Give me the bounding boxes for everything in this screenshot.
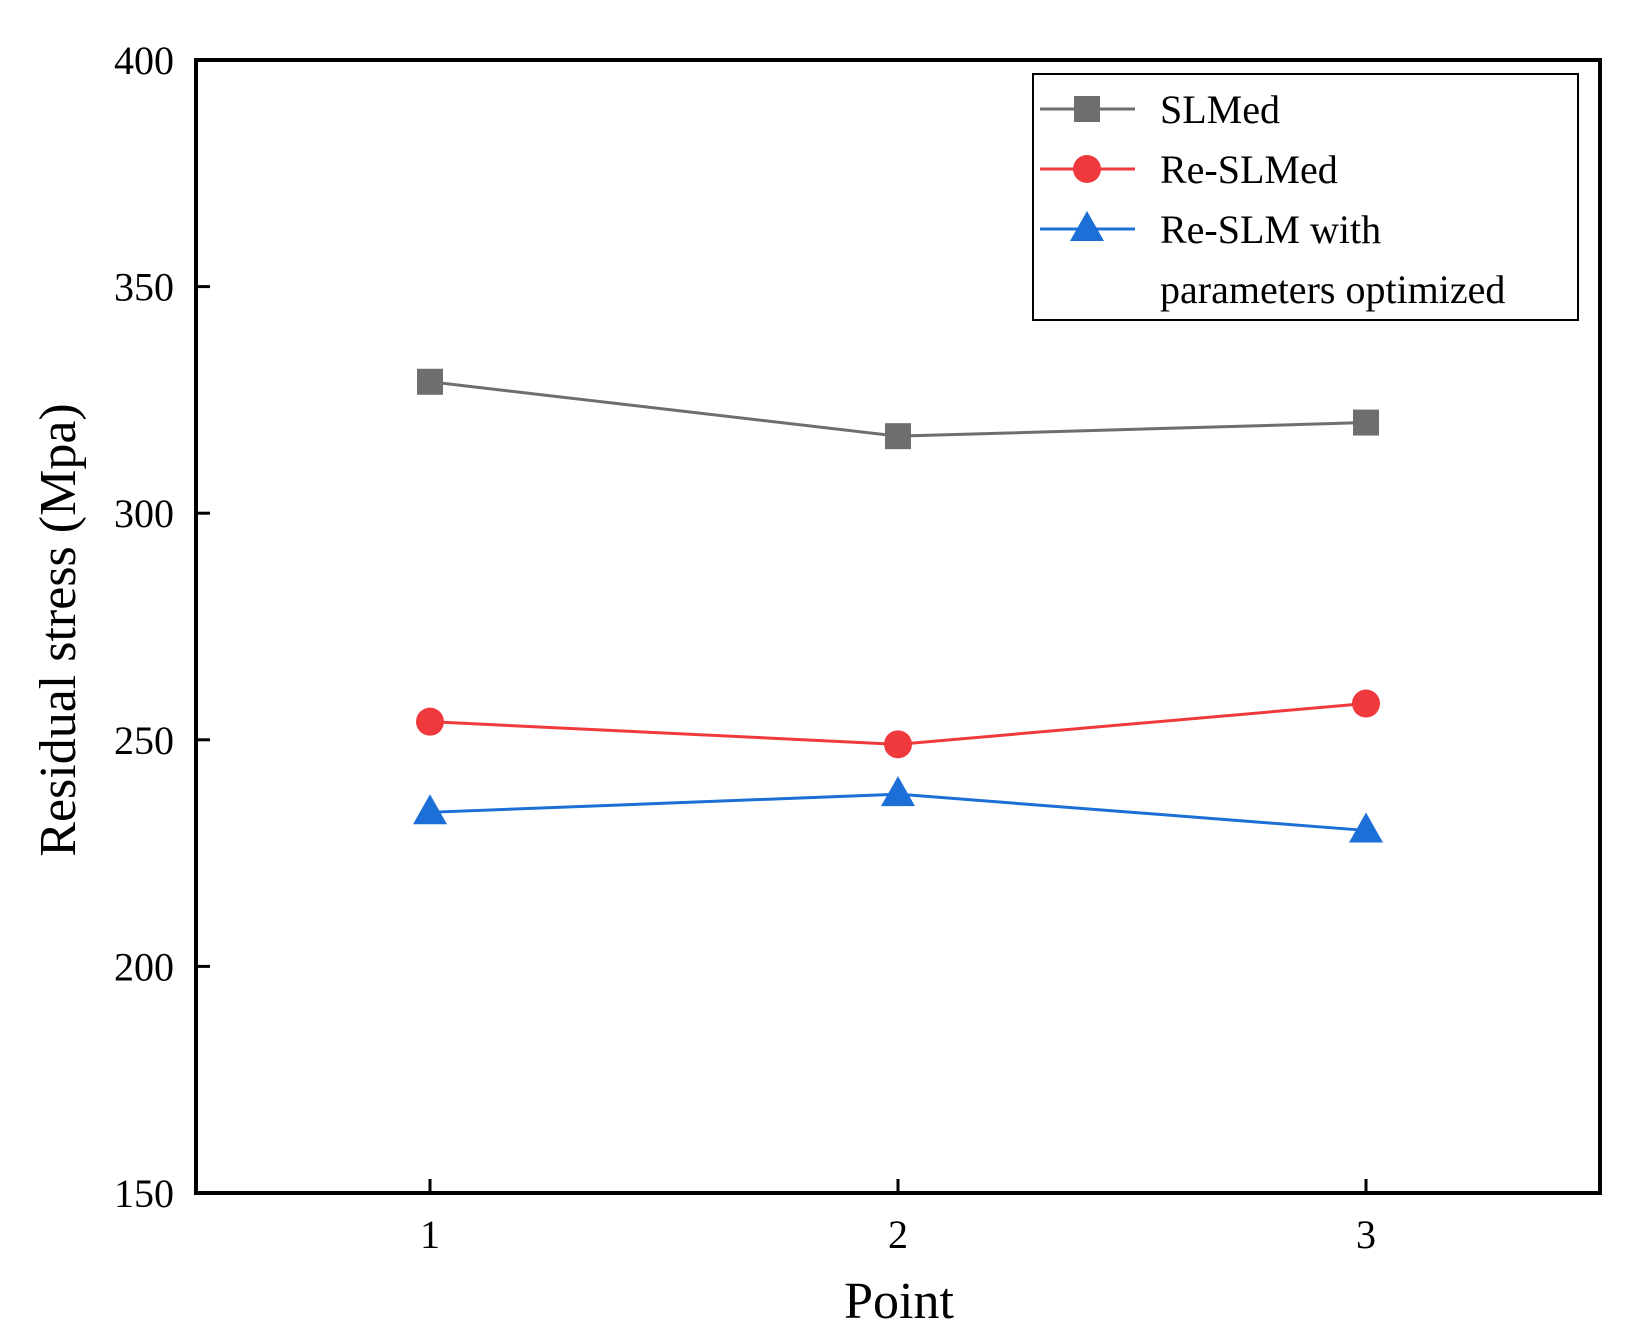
y-tick-label: 300 [114,491,174,536]
series-triangle [413,776,1383,843]
legend: SLMed Re-SLMed Re-SLM with parameters optim… [1032,73,1579,321]
plot-area [413,368,1383,843]
legend-box [1032,73,1579,321]
legend-label: Re-SLMed [1160,147,1338,192]
y-tick-label: 350 [114,265,174,310]
x-axis-title: Point [844,1273,954,1330]
data-point [1349,812,1383,843]
y-tick-label: 150 [114,1171,174,1216]
x-axis: 1 2 3 [420,1179,1376,1257]
data-point [417,368,443,395]
y-tick-label: 400 [114,38,174,83]
legend-marker [1074,96,1100,122]
data-point [884,730,912,759]
x-tick-label: 1 [420,1212,440,1257]
data-point [416,707,444,736]
y-axis-title: Residual stress (Mpa) [30,403,87,856]
y-tick-label: 200 [114,944,174,989]
legend-label: Re-SLM with [1160,207,1381,252]
legend-label: SLMed [1160,87,1280,132]
legend-label: parameters optimized [1160,267,1505,312]
data-point [881,776,915,807]
y-axis: 150 200 250 300 350 400 [114,38,210,1216]
y-tick-label: 250 [114,718,174,763]
x-tick-label: 3 [1356,1212,1376,1257]
x-tick-label: 2 [888,1212,908,1257]
legend-marker [1070,211,1104,241]
series-circle [416,689,1380,759]
legend-marker [1073,155,1101,183]
series-square [417,368,1379,450]
data-point [1353,409,1379,436]
data-point [413,794,447,825]
data-point [1352,689,1380,718]
data-point [885,423,911,450]
